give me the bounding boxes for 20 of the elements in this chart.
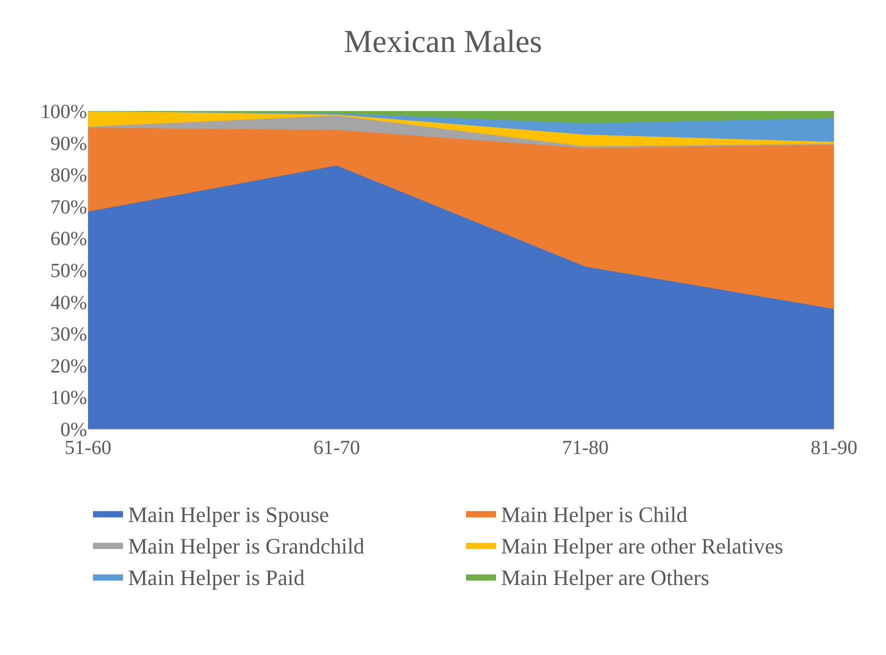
y-tick-label: 20%: [50, 355, 87, 378]
legend-label: Main Helper is Paid: [128, 565, 305, 590]
y-tick-label: 70%: [50, 196, 87, 218]
x-tick-label: 71-80: [562, 437, 609, 459]
y-tick-label: 100%: [40, 101, 87, 123]
y-tick-label: 40%: [50, 292, 87, 314]
y-tick-label: 90%: [50, 132, 87, 155]
legend-label: Main Helper are other Relatives: [501, 534, 784, 559]
x-tick-label: 81-90: [810, 437, 858, 459]
chart-title: Mexican Males: [344, 22, 542, 59]
legend-label: Main Helper is Child: [501, 502, 688, 527]
legend-label: Main Helper is Grandchild: [128, 534, 364, 559]
y-tick-label: 60%: [50, 228, 87, 250]
y-tick-label: 30%: [50, 324, 87, 346]
legend-label: Main Helper are Others: [501, 565, 710, 590]
x-tick-label: 61-70: [313, 437, 360, 459]
y-tick-label: 10%: [50, 387, 87, 410]
y-tick-label: 80%: [50, 164, 87, 187]
legend-label: Main Helper is Spouse: [128, 502, 330, 527]
y-tick-label: 50%: [50, 260, 87, 282]
